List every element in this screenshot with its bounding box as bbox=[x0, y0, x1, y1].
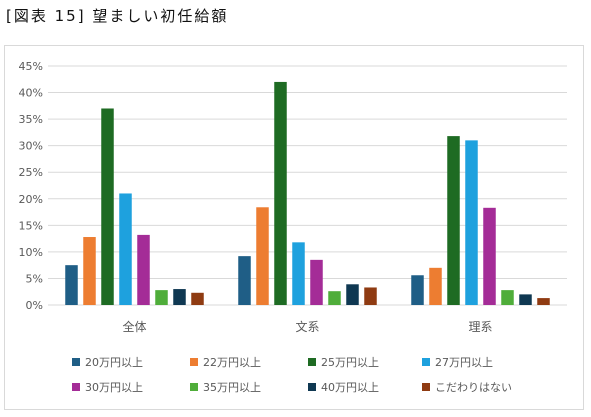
bar bbox=[447, 136, 460, 305]
legend-label: 22万円以上 bbox=[203, 356, 261, 369]
bar bbox=[101, 108, 114, 305]
legend-swatch bbox=[308, 383, 316, 391]
bar bbox=[155, 290, 168, 305]
y-tick-label: 30% bbox=[19, 140, 43, 153]
legend-swatch bbox=[190, 383, 198, 391]
bar bbox=[364, 287, 377, 305]
bar bbox=[411, 275, 424, 305]
legend: 20万円以上 22万円以上 25万円以上 27万円以上 30万円以上 35万円以上 40万円… bbox=[72, 356, 512, 394]
legend-swatch bbox=[422, 383, 430, 391]
y-axis: 0% 5% 10% 15% 20% 25% 30% 35% 40% 45% bbox=[19, 60, 43, 312]
bar bbox=[292, 242, 305, 305]
legend-swatch bbox=[190, 358, 198, 366]
legend-label: 40万円以上 bbox=[321, 381, 379, 394]
y-tick-label: 25% bbox=[19, 166, 43, 179]
bar bbox=[137, 234, 150, 305]
legend-swatch bbox=[72, 358, 80, 366]
bar bbox=[310, 259, 323, 305]
x-category-label: 理系 bbox=[468, 320, 492, 334]
bar bbox=[274, 81, 287, 305]
bar bbox=[256, 207, 269, 305]
y-tick-label: 0% bbox=[26, 299, 43, 312]
bar bbox=[191, 292, 204, 305]
bars bbox=[65, 81, 550, 305]
bar bbox=[238, 256, 251, 305]
bar bbox=[519, 294, 532, 305]
x-category-label: 文系 bbox=[295, 319, 319, 334]
legend-label: 20万円以上 bbox=[85, 356, 143, 369]
y-tick-label: 40% bbox=[19, 87, 43, 100]
legend-swatch bbox=[72, 383, 80, 391]
bar bbox=[483, 207, 496, 305]
gridlines bbox=[48, 65, 567, 306]
y-tick-label: 10% bbox=[19, 246, 43, 259]
bar bbox=[465, 140, 478, 305]
bar bbox=[65, 265, 78, 305]
bar bbox=[83, 237, 96, 305]
y-tick-label: 20% bbox=[19, 193, 43, 206]
bar bbox=[346, 284, 359, 305]
legend-label: 30万円以上 bbox=[85, 381, 143, 394]
bar bbox=[537, 298, 550, 305]
y-tick-label: 15% bbox=[19, 219, 43, 232]
figure-title: [図表 15] 望ましい初任給額 bbox=[6, 7, 229, 25]
legend-label: 27万円以上 bbox=[435, 356, 493, 369]
bar bbox=[501, 290, 514, 305]
x-axis: 全体 文系 理系 bbox=[122, 319, 492, 334]
y-tick-label: 5% bbox=[26, 272, 43, 285]
legend-label: 25万円以上 bbox=[321, 356, 379, 369]
bar bbox=[328, 291, 341, 305]
legend-swatch bbox=[308, 358, 316, 366]
x-category-label: 全体 bbox=[122, 319, 146, 334]
bar bbox=[429, 267, 442, 305]
bar bbox=[173, 289, 186, 305]
legend-swatch bbox=[422, 358, 430, 366]
y-tick-label: 45% bbox=[19, 60, 43, 73]
legend-label: 35万円以上 bbox=[203, 381, 261, 394]
y-tick-label: 35% bbox=[19, 113, 43, 126]
legend-label: こだわりはない bbox=[435, 381, 512, 394]
bar bbox=[119, 193, 132, 305]
